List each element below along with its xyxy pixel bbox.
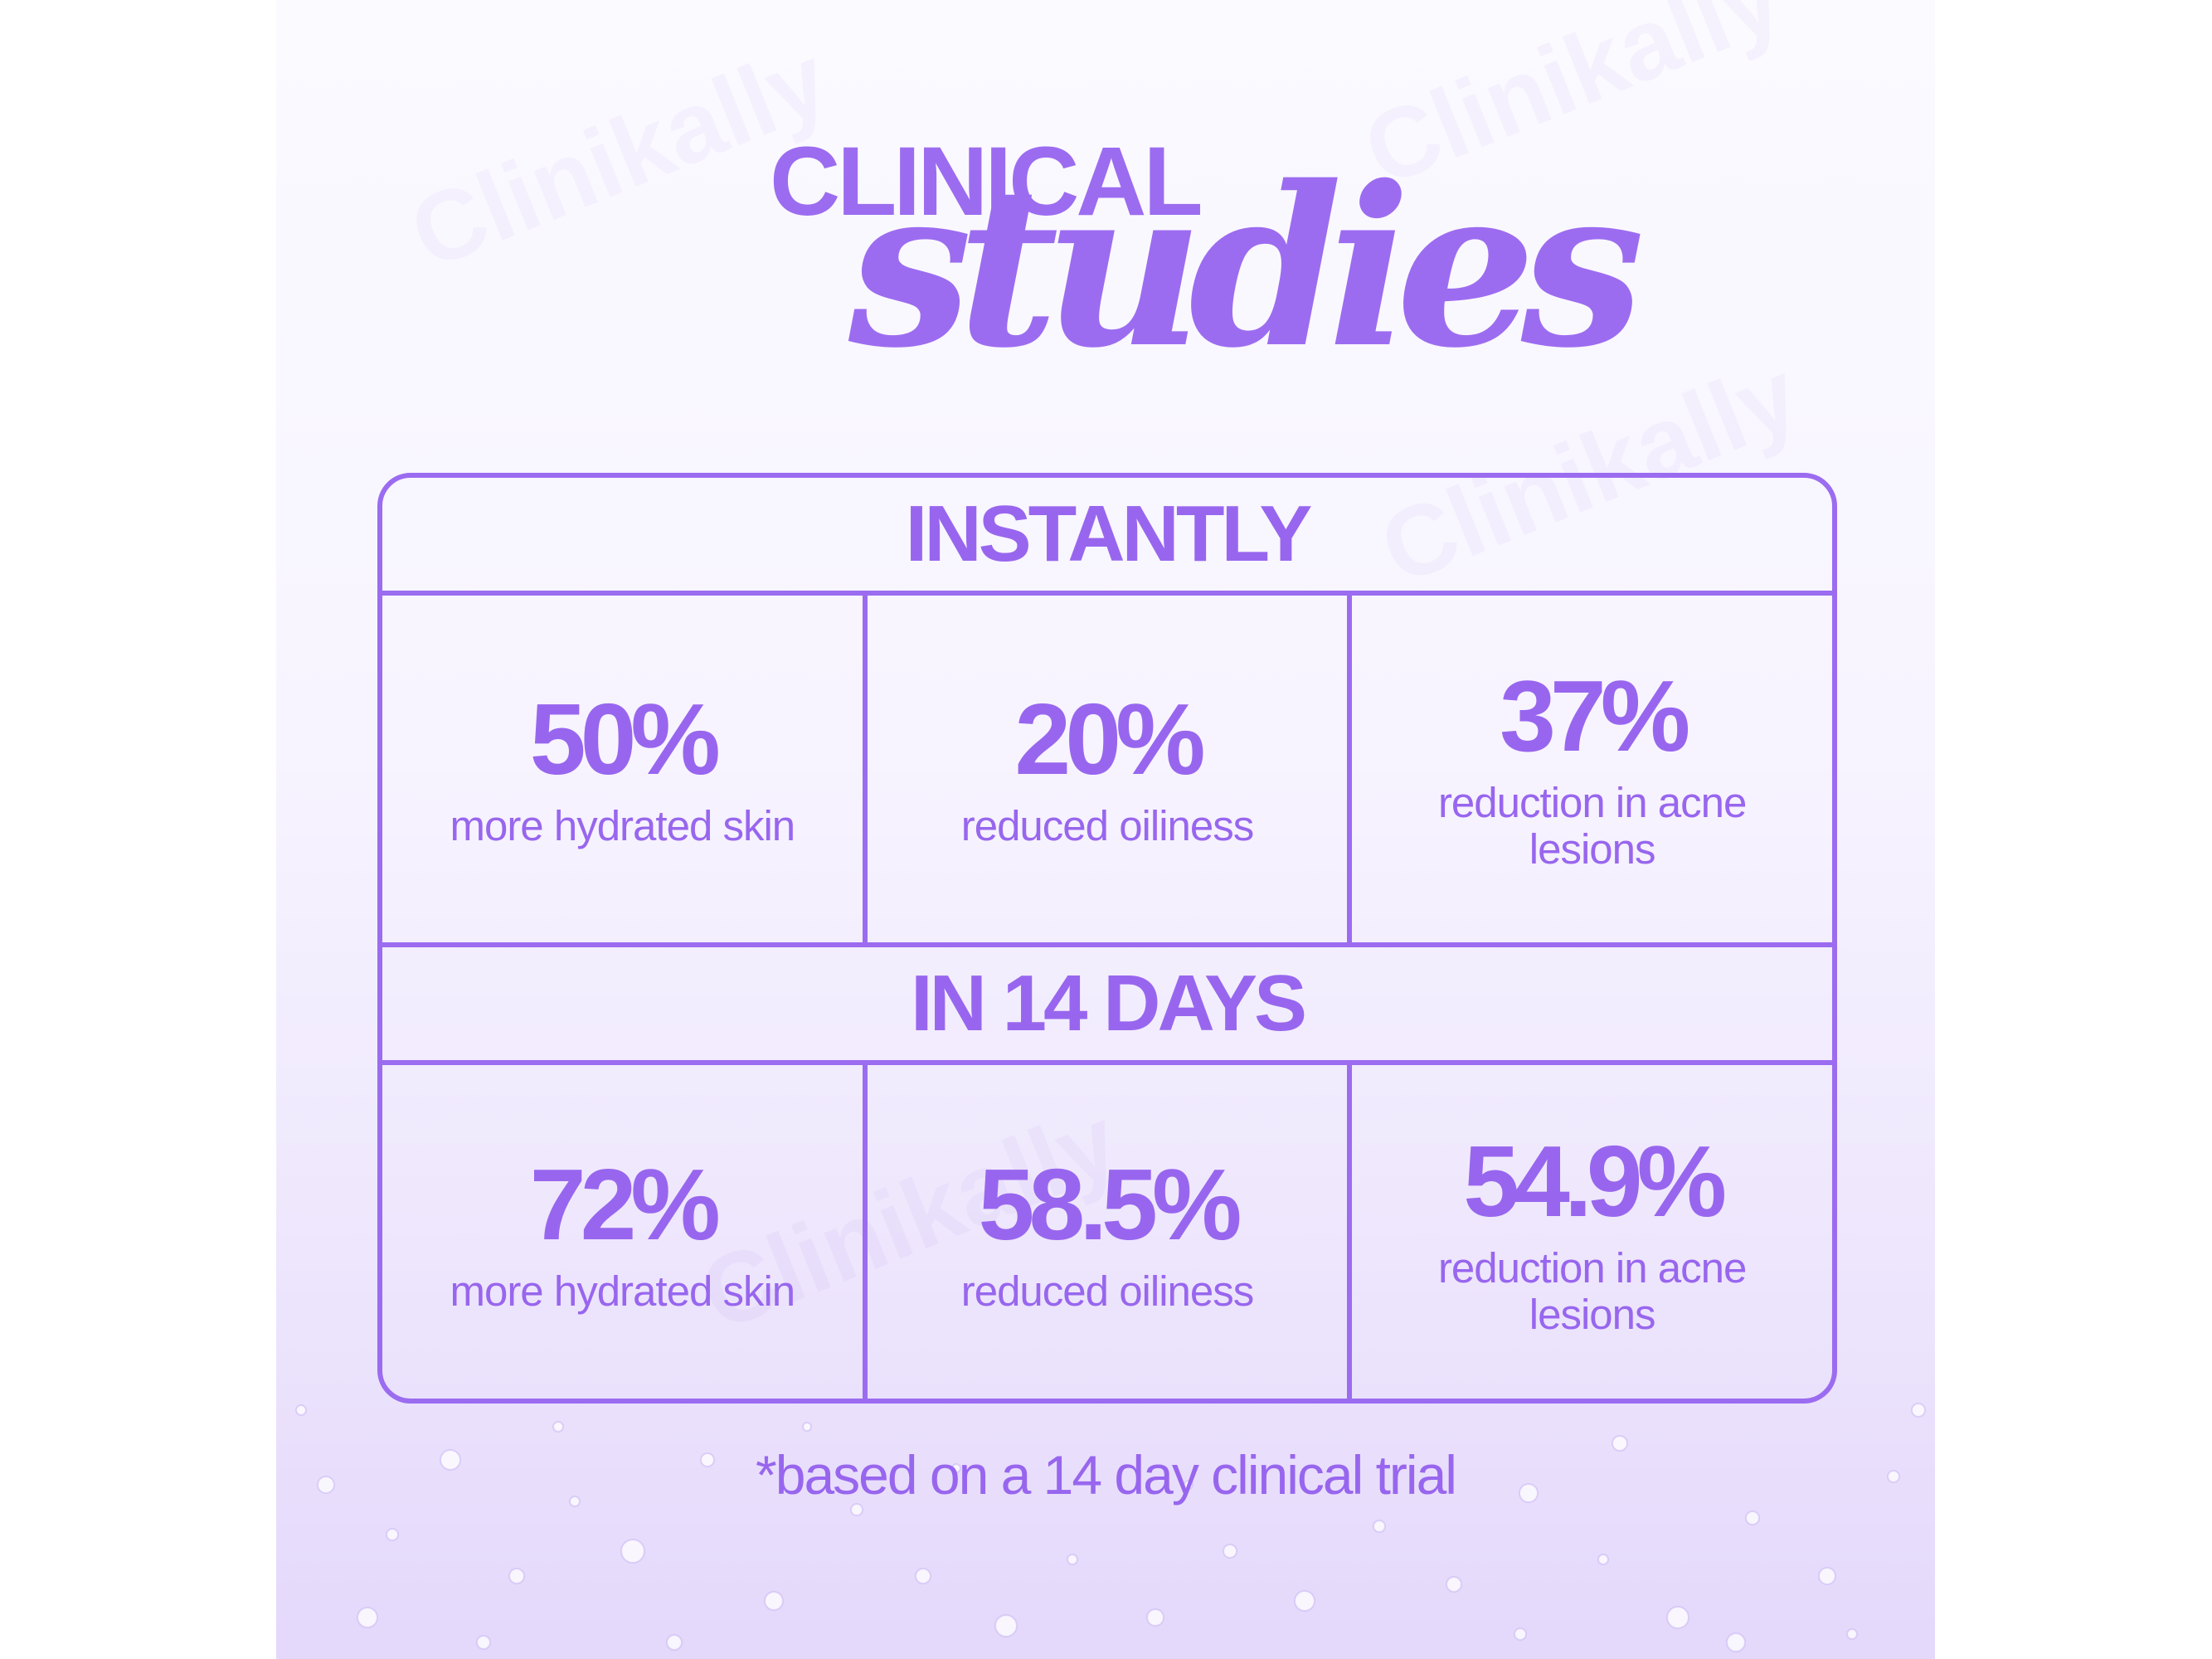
title-studies: studies bbox=[848, 139, 1645, 397]
stat-value: 58.5% bbox=[978, 1148, 1242, 1261]
section-title-instantly: INSTANTLY bbox=[382, 478, 1832, 596]
stat-value: 20% bbox=[1014, 683, 1205, 795]
stat-value: 37% bbox=[1500, 659, 1690, 772]
stat-cell: 20% reduced oiliness bbox=[862, 596, 1348, 942]
stat-cell: 58.5% reduced oiliness bbox=[862, 1065, 1348, 1399]
results-row-14-days: 72% more hydrated skin 58.5% reduced oil… bbox=[382, 1065, 1832, 1399]
stat-value: 72% bbox=[529, 1148, 721, 1261]
title-clinical: CLINICAL bbox=[770, 127, 1203, 236]
infographic-panel: Clinikally Clinikally Clinikally Clinika… bbox=[276, 0, 1935, 1659]
stat-label: more hydrated skin bbox=[450, 1267, 795, 1315]
stat-label: reduced oiliness bbox=[960, 802, 1255, 849]
stat-label: reduced oiliness bbox=[960, 1267, 1255, 1315]
stat-label: reduction in acne lesions bbox=[1437, 779, 1747, 873]
footnote: *based on a 14 day clinical trial bbox=[756, 1444, 1457, 1506]
results-table: INSTANTLY 50% more hydrated skin 20% red… bbox=[377, 473, 1837, 1404]
stat-cell: 50% more hydrated skin bbox=[382, 596, 863, 942]
stat-value: 50% bbox=[529, 683, 721, 795]
water-droplets-decoration bbox=[295, 1403, 1926, 1652]
stat-label: more hydrated skin bbox=[450, 802, 795, 849]
stat-cell: 37% reduction in acne lesions bbox=[1347, 596, 1832, 942]
stat-cell: 54.9% reduction in acne lesions bbox=[1347, 1065, 1832, 1399]
section-title-14-days: IN 14 DAYS bbox=[382, 942, 1832, 1065]
results-row-instantly: 50% more hydrated skin 20% reduced oilin… bbox=[382, 596, 1832, 942]
stat-cell: 72% more hydrated skin bbox=[382, 1065, 863, 1399]
stat-value: 54.9% bbox=[1463, 1125, 1727, 1238]
stat-label: reduction in acne lesions bbox=[1437, 1244, 1747, 1338]
